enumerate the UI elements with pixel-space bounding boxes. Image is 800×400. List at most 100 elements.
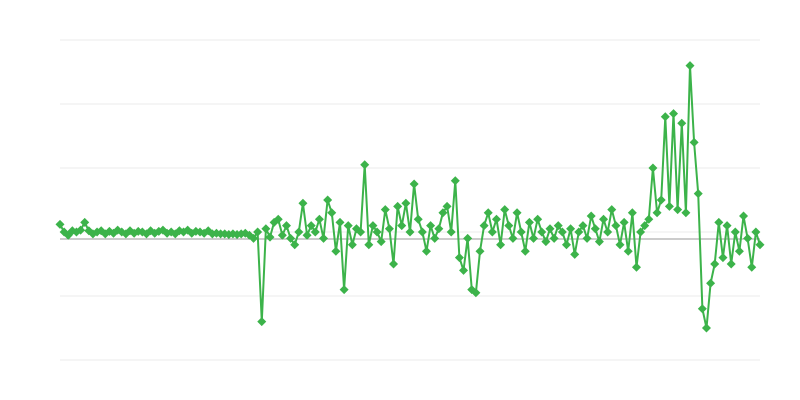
data-point [726,259,736,269]
data-point [549,233,559,243]
data-point [743,233,753,243]
data-point [421,246,431,256]
data-point [714,217,724,227]
data-point [524,217,534,227]
data-point [730,227,740,237]
data-point [541,237,551,247]
data-point [319,233,329,243]
data-point [339,285,349,295]
data-point [368,221,378,231]
data-point [372,227,382,237]
data-point [302,230,312,240]
data-point [281,221,291,231]
data-point [697,304,707,314]
series [55,61,765,333]
data-point [611,221,621,231]
data-point [426,221,436,231]
data-point [648,163,658,173]
data-point [314,214,324,224]
data-point [689,137,699,147]
data-point [479,221,489,231]
data-point [380,205,390,215]
data-point [599,214,609,224]
data-point [253,227,263,237]
data-point [273,214,283,224]
data-point [306,221,316,231]
data-point [574,227,584,237]
data-point [261,224,271,234]
data-point [677,118,687,128]
data-point [504,221,514,231]
data-point [516,227,526,237]
data-point [739,211,749,221]
data-point [331,246,341,256]
data-point [500,205,510,215]
data-point [463,233,473,243]
data-point [496,240,506,250]
data-point [636,227,646,237]
data-point [286,233,296,243]
data-point [364,240,374,250]
data-point [249,233,259,243]
data-point [631,262,641,272]
data-point [401,198,411,208]
data-point [389,259,399,269]
data-point [586,211,596,221]
data-point [656,195,666,205]
data-point [298,198,308,208]
data-point [446,227,456,237]
data-point [409,179,419,189]
data-point [701,323,711,333]
data-point [718,253,728,263]
data-point [417,227,427,237]
data-point [710,259,720,269]
data-point [413,214,423,224]
data-point [397,221,407,231]
data-point [640,221,650,231]
data-point [529,233,539,243]
data-point [734,246,744,256]
data-point [376,237,386,247]
data-point [590,224,600,234]
data-point [343,221,353,231]
data-point [693,189,703,199]
data-point [669,109,679,119]
data-point [450,176,460,186]
data-point [722,221,732,231]
data-point [664,201,674,211]
data-point [356,227,366,237]
data-point [578,221,588,231]
data-point [491,214,501,224]
data-point [570,249,580,259]
data-point [277,230,287,240]
data-point [520,246,530,256]
data-point [706,278,716,288]
data-point [747,262,757,272]
data-point [310,227,320,237]
data-point [393,201,403,211]
data-point [652,208,662,218]
data-point [294,227,304,237]
data-point [508,233,518,243]
data-point [681,208,691,218]
data-point [755,240,765,250]
data-point [553,221,563,231]
data-point [561,240,571,250]
data-point [76,225,86,235]
series-line [59,64,761,329]
data-point [537,227,547,237]
data-point [265,232,275,242]
data-point [323,195,333,205]
data-point [347,240,357,250]
data-point [434,224,444,234]
data-point [607,205,617,215]
data-point [512,208,522,218]
data-point [487,227,497,237]
data-point [55,219,65,229]
data-point [454,253,464,263]
data-point [644,214,654,224]
data-point [483,208,493,218]
data-point [594,237,604,247]
data-point [257,317,267,327]
